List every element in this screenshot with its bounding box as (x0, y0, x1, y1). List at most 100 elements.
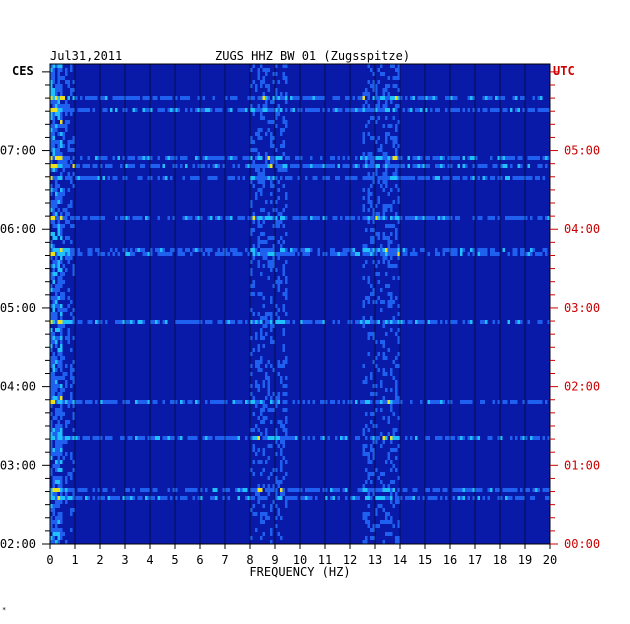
heatmap-cell (260, 460, 263, 464)
heatmap-cell (382, 164, 385, 168)
heatmap-cell (190, 436, 193, 440)
y-left-tick-label: 04:00 (0, 380, 36, 394)
heatmap-cell (70, 248, 73, 252)
heatmap-cell (337, 488, 340, 492)
heatmap-cell (385, 356, 388, 360)
heatmap-cell (57, 64, 60, 68)
heatmap-cell (435, 400, 438, 404)
heatmap-cell (370, 444, 373, 448)
heatmap-cell (142, 400, 145, 404)
heatmap-cell (67, 256, 70, 260)
heatmap-cell (265, 164, 268, 168)
heatmap-cell (257, 460, 260, 464)
heatmap-cell (285, 280, 288, 284)
heatmap-cell (262, 336, 265, 340)
heatmap-cell (60, 424, 63, 428)
heatmap-cell (52, 384, 55, 388)
heatmap-cell (277, 436, 280, 440)
heatmap-cell (65, 420, 68, 424)
heatmap-cell (387, 164, 390, 168)
heatmap-cell (97, 436, 100, 440)
heatmap-cell (545, 216, 548, 220)
heatmap-cell (317, 252, 320, 256)
heatmap-cell (97, 176, 100, 180)
heatmap-cell (390, 448, 393, 452)
heatmap-cell (285, 376, 288, 380)
heatmap-cell (55, 196, 58, 200)
heatmap-cell (352, 248, 355, 252)
heatmap-cell (270, 364, 273, 368)
heatmap-cell (105, 488, 108, 492)
heatmap-cell (50, 384, 53, 388)
heatmap-cell (387, 224, 390, 228)
heatmap-cell (425, 436, 428, 440)
heatmap-cell (195, 216, 198, 220)
heatmap-cell (365, 488, 368, 492)
heatmap-cell (57, 112, 60, 116)
heatmap-cell (82, 176, 85, 180)
heatmap-cell (412, 488, 415, 492)
heatmap-cell (365, 244, 368, 248)
heatmap-cell (62, 144, 65, 148)
heatmap-cell (122, 400, 125, 404)
heatmap-cell (520, 488, 523, 492)
heatmap-cell (72, 460, 75, 464)
heatmap-cell (52, 480, 55, 484)
heatmap-cell (372, 336, 375, 340)
heatmap-cell (267, 492, 270, 496)
heatmap-cell (57, 68, 60, 72)
heatmap-cell (385, 512, 388, 516)
heatmap-cell (177, 436, 180, 440)
heatmap-cell (282, 168, 285, 172)
heatmap-cell (532, 400, 535, 404)
heatmap-cell (505, 400, 508, 404)
heatmap-cell (537, 436, 540, 440)
heatmap-cell (72, 428, 75, 432)
heatmap-cell (390, 516, 393, 520)
heatmap-cell (72, 96, 75, 100)
heatmap-cell (255, 320, 258, 324)
heatmap-cell (367, 488, 370, 492)
heatmap-cell (122, 96, 125, 100)
heatmap-cell (465, 176, 468, 180)
heatmap-cell (375, 488, 378, 492)
heatmap-cell (275, 96, 278, 100)
heatmap-cell (250, 148, 253, 152)
heatmap-cell (380, 144, 383, 148)
heatmap-cell (60, 308, 63, 312)
heatmap-cell (50, 276, 53, 280)
heatmap-cell (80, 156, 83, 160)
heatmap-cell (257, 428, 260, 432)
heatmap-cell (262, 452, 265, 456)
heatmap-cell (227, 252, 230, 256)
heatmap-cell (50, 508, 53, 512)
heatmap-cell (57, 200, 60, 204)
heatmap-cell (312, 108, 315, 112)
heatmap-cell (337, 96, 340, 100)
heatmap-cell (467, 436, 470, 440)
heatmap-cell (217, 436, 220, 440)
heatmap-cell (412, 248, 415, 252)
heatmap-cell (145, 252, 148, 256)
heatmap-cell (457, 156, 460, 160)
heatmap-cell (255, 528, 258, 532)
heatmap-cell (405, 436, 408, 440)
heatmap-cell (52, 356, 55, 360)
heatmap-cell (215, 176, 218, 180)
heatmap-cell (367, 352, 370, 356)
heatmap-cell (402, 252, 405, 256)
heatmap-cell (55, 256, 58, 260)
heatmap-cell (462, 400, 465, 404)
heatmap-cell (435, 252, 438, 256)
heatmap-cell (262, 68, 265, 72)
heatmap-cell (460, 496, 463, 500)
heatmap-cell (80, 252, 83, 256)
heatmap-cell (365, 496, 368, 500)
heatmap-cell (60, 512, 63, 516)
heatmap-cell (247, 96, 250, 100)
heatmap-cell (217, 252, 220, 256)
heatmap-cell (90, 96, 93, 100)
heatmap-cell (62, 440, 65, 444)
heatmap-cell (122, 216, 125, 220)
heatmap-cell (542, 436, 545, 440)
